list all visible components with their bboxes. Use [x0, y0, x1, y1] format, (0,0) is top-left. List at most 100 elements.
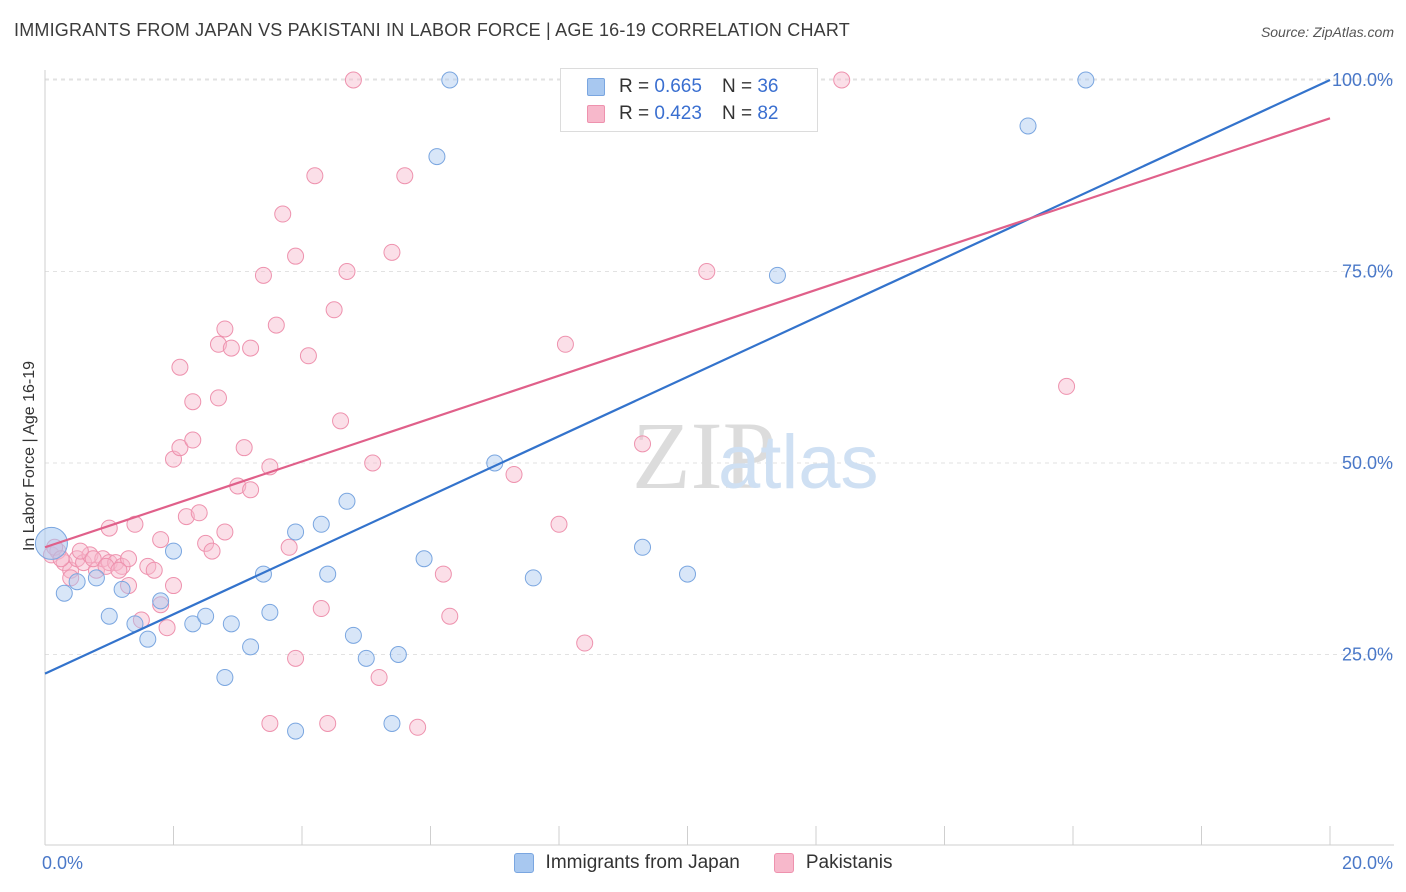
pakistani-point: [1058, 377, 1076, 395]
watermark-zip: ZIP: [632, 402, 776, 509]
pakistani-point: [222, 339, 240, 357]
japan-point: [312, 515, 330, 533]
pakistani-point: [110, 561, 128, 579]
pakistani-point: [254, 266, 272, 284]
japan-trend-line: [44, 79, 1331, 675]
pakistani-point: [177, 508, 195, 526]
pakistani-point: [280, 538, 298, 556]
pakistani-point: [319, 714, 337, 732]
pakistani-point: [274, 205, 292, 223]
x-tick-label: 0.0%: [42, 853, 83, 873]
pakistani-point: [267, 316, 285, 334]
japan-point: [87, 569, 105, 587]
watermark: ZIP atlas: [632, 402, 879, 509]
pakistani-point: [203, 542, 221, 560]
pakistani-point: [216, 320, 234, 338]
pakistani-point: [576, 634, 594, 652]
japan-point: [216, 668, 234, 686]
japan-point: [383, 714, 401, 732]
pakistani-points: [42, 71, 1076, 736]
japan-point: [338, 492, 356, 510]
legend-n-label: N =: [721, 76, 753, 97]
pakistani-point: [152, 531, 170, 549]
pakistani-point: [84, 550, 102, 568]
legend-r-label: R =: [619, 76, 650, 97]
japan-point: [428, 148, 446, 166]
pakistani-point: [396, 167, 414, 185]
japan-point: [768, 266, 786, 284]
pakistani-point: [338, 263, 356, 280]
legend-n-value-japan: 36: [757, 76, 779, 97]
pakistani-point: [312, 600, 330, 618]
x-tick-label: 20.0%: [1342, 853, 1393, 873]
japan-point: [415, 550, 433, 568]
japan-point: [524, 569, 542, 587]
japan-point: [139, 630, 157, 648]
japan-point: [55, 584, 73, 602]
pakistani-point: [209, 335, 227, 353]
legend-swatch-pakistani: [587, 105, 605, 123]
pakistani-point: [550, 515, 568, 533]
y-tick-label: 25.0%: [1342, 645, 1393, 665]
japan-point: [242, 638, 260, 656]
legend-label-japan: Immigrants from Japan: [545, 852, 740, 873]
japan-point: [319, 565, 337, 583]
japan-point: [34, 526, 68, 560]
pakistani-point: [698, 263, 716, 280]
pakistani-point: [441, 607, 459, 625]
pakistani-point: [71, 542, 89, 560]
japan-point: [679, 565, 696, 583]
axes: [44, 70, 1394, 846]
pakistani-point: [165, 577, 182, 595]
pakistani-point: [158, 619, 176, 637]
japan-point: [389, 646, 407, 663]
pakistani-point: [171, 439, 189, 457]
legend-r-value-japan: 0.665: [654, 76, 702, 97]
pakistani-point: [364, 454, 382, 472]
pakistani-point: [332, 412, 350, 430]
pakistani-point: [145, 561, 163, 579]
legend-r-label: R =: [619, 103, 650, 124]
pakistani-point: [325, 301, 343, 319]
stats-legend: R = 0.665 N = 36 R = 0.423 N = 82: [560, 68, 818, 132]
pakistani-point: [370, 668, 388, 686]
pakistani-point: [505, 465, 523, 483]
series-legend: Immigrants from Japan Pakistanis: [0, 852, 1406, 874]
trend-lines: [44, 79, 1331, 675]
pakistani-point: [383, 243, 401, 261]
japan-point: [165, 542, 182, 560]
y-tick-label: 75.0%: [1342, 262, 1393, 282]
legend-swatch-japan: [587, 78, 605, 96]
pakistani-point: [409, 718, 427, 736]
japan-point: [113, 580, 131, 598]
japan-point: [222, 615, 240, 633]
y-tick-label: 100.0%: [1332, 70, 1393, 90]
pakistani-point: [242, 481, 260, 499]
pakistani-point: [556, 335, 574, 353]
legend-item-pakistani[interactable]: Pakistanis: [773, 852, 893, 874]
pakistani-point: [120, 550, 138, 568]
pakistani-point: [216, 523, 234, 541]
japan-point: [152, 592, 170, 610]
japan-point: [634, 538, 652, 556]
pakistani-point: [434, 565, 452, 583]
japan-point: [68, 573, 86, 591]
japan-point: [344, 626, 362, 644]
chart-source: Source: ZipAtlas.com: [1260, 24, 1394, 40]
legend-label-pakistani: Pakistanis: [805, 852, 893, 873]
chart-title: IMMIGRANTS FROM JAPAN VS PAKISTANI IN LA…: [14, 20, 850, 40]
legend-item-japan[interactable]: Immigrants from Japan: [513, 852, 740, 874]
legend-row-japan: R = 0.665 N = 36: [587, 76, 778, 98]
japan-point: [287, 523, 305, 541]
pakistani-point: [287, 247, 305, 265]
legend-swatch-japan: [513, 853, 534, 873]
tick-labels: 25.0% 50.0% 75.0% 100.0% 0.0% 20.0%: [42, 70, 1393, 873]
legend-r-value-pakistani: 0.423: [654, 103, 702, 124]
pakistani-point: [634, 435, 652, 453]
pakistani-point: [833, 71, 851, 89]
pakistani-point: [261, 714, 279, 732]
pakistani-point: [97, 557, 115, 575]
pakistani-point: [184, 393, 202, 411]
japan-point: [1077, 71, 1095, 89]
legend-swatch-pakistani: [773, 853, 794, 873]
